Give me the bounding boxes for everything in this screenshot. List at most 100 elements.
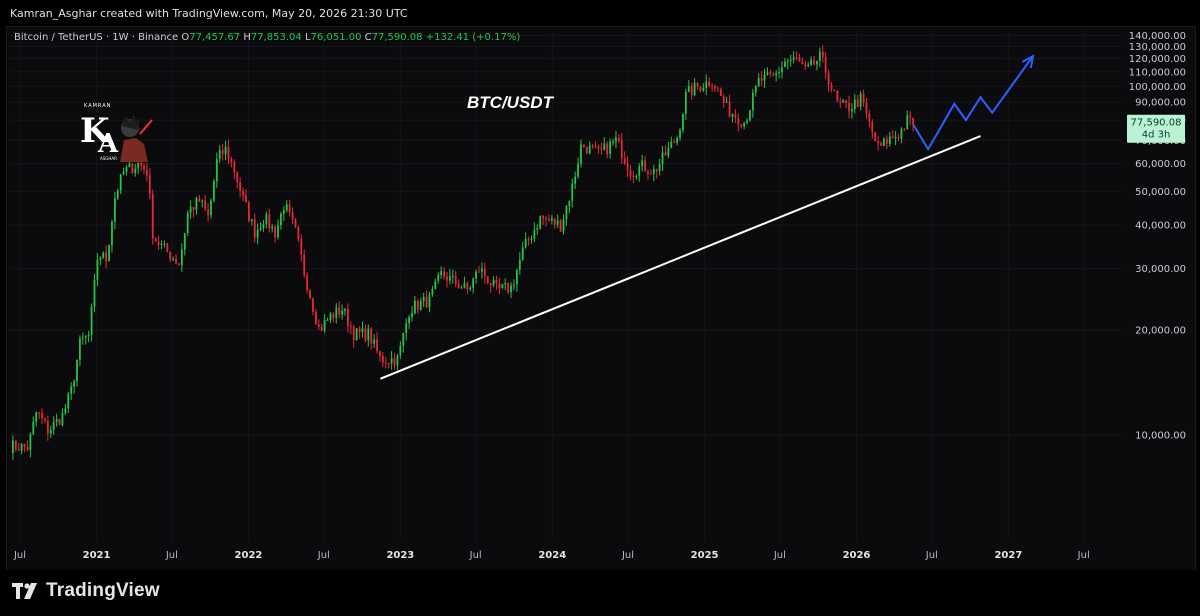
candle-body	[620, 140, 623, 159]
candle-body	[606, 143, 609, 155]
candle-body	[157, 241, 160, 245]
price-axis: 10,000.00 20,000.00 30,000.00 40,000.00 50,0…	[1129, 31, 1186, 442]
candle-body	[14, 440, 17, 450]
candle-body	[518, 259, 521, 270]
candle-body	[390, 358, 393, 364]
candle-body	[836, 90, 839, 102]
candle-body	[550, 218, 553, 221]
candle-body	[454, 275, 457, 285]
candle-body	[588, 145, 591, 154]
candle-body	[119, 174, 122, 191]
candle-body	[224, 146, 227, 155]
candle-body	[300, 239, 303, 255]
candle-body	[352, 326, 355, 340]
candle-body	[396, 355, 399, 366]
candle-body	[734, 114, 737, 118]
close-value: 77,590.08	[371, 32, 423, 43]
candle-body	[440, 271, 443, 275]
candle-body	[574, 176, 577, 184]
candle-body	[122, 171, 125, 175]
candle-body	[297, 226, 300, 240]
candle-body	[865, 102, 868, 114]
drawings	[380, 54, 1035, 380]
projection-path[interactable]	[912, 55, 1034, 152]
candle-body	[49, 429, 52, 434]
candle-body	[116, 190, 119, 199]
candle-body	[728, 101, 731, 117]
candle-body	[151, 193, 154, 239]
candle-body	[64, 408, 67, 414]
candle-body	[99, 257, 102, 260]
candle-body	[12, 440, 14, 453]
candle-body	[486, 276, 489, 284]
candle-body	[722, 96, 725, 103]
candle-body	[749, 110, 751, 121]
candle-body	[128, 163, 131, 167]
x-tick-label: 2025	[691, 550, 719, 561]
ohlc-legend[interactable]: Bitcoin / TetherUS · 1W · Binance O77,45…	[14, 32, 520, 43]
top-bar: Kamran_Asghar created with TradingView.c…	[0, 0, 1200, 26]
y-tick-label: 30,000.00	[1135, 264, 1186, 275]
candle-body	[626, 163, 629, 171]
candle-body	[687, 86, 690, 92]
candle-body	[265, 214, 268, 225]
candle-body	[414, 300, 416, 314]
candle-body	[743, 122, 746, 127]
support-trendline[interactable]	[380, 135, 981, 380]
candle-body	[629, 170, 632, 176]
candle-body	[67, 393, 70, 409]
candle-body	[108, 245, 110, 261]
candle-body	[58, 419, 61, 425]
close-label: C	[364, 32, 372, 43]
candle-body	[79, 338, 81, 360]
chart-panel[interactable]	[6, 26, 1196, 572]
x-tick-label: Jul	[1077, 550, 1090, 561]
candle-body	[169, 251, 172, 260]
candle-body	[781, 67, 783, 72]
candle-body	[475, 271, 478, 279]
tradingview-logo[interactable]: TradingView	[12, 580, 160, 602]
candle-body	[332, 313, 335, 318]
y-tick-label: 10,000.00	[1135, 431, 1186, 442]
x-tick-label: 2021	[83, 550, 111, 561]
candle-body	[134, 168, 137, 174]
candle-body	[186, 212, 189, 234]
candle-body	[851, 109, 853, 112]
candle-body	[731, 114, 734, 117]
x-tick-label: Jul	[165, 550, 178, 561]
candle-body	[754, 86, 757, 93]
low-label: L	[304, 32, 311, 43]
candle-body	[571, 183, 574, 201]
candle-body	[658, 163, 661, 172]
candle-body	[684, 91, 687, 114]
high-value: 77,853.04	[250, 32, 302, 43]
candle-body	[338, 307, 341, 315]
candle-body	[55, 419, 58, 423]
candle-body	[641, 160, 644, 167]
y-tick-label: 120,000.00	[1129, 54, 1186, 65]
x-tick-label: 2024	[538, 550, 566, 561]
x-tick-label: Jul	[13, 550, 26, 561]
candle-body	[192, 206, 195, 210]
candle-body	[559, 220, 562, 232]
candle-body	[763, 74, 766, 81]
candle-body	[46, 420, 49, 434]
candle-body	[253, 219, 256, 238]
candle-body	[370, 328, 373, 344]
candle-body	[29, 433, 32, 450]
candle-body	[405, 323, 408, 333]
candle-body	[542, 216, 545, 219]
candle-body	[725, 101, 728, 103]
candles	[12, 45, 914, 460]
footer	[0, 570, 1200, 616]
candle-body	[387, 362, 390, 364]
candle-body	[615, 137, 617, 142]
candle-body	[303, 254, 306, 275]
candle-body	[198, 198, 201, 202]
candle-body	[562, 219, 565, 232]
y-tick-label: 130,000.00	[1129, 42, 1186, 53]
candle-body	[638, 166, 641, 176]
candle-body	[775, 72, 778, 76]
candle-body	[448, 275, 451, 281]
